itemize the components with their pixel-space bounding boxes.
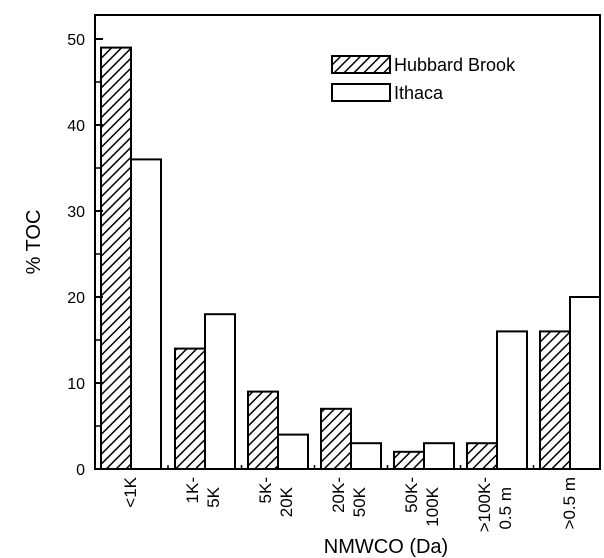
x-category-label: 20K- xyxy=(329,477,348,513)
bar-ithaca-5 xyxy=(496,330,528,470)
bar-ithaca-3 xyxy=(350,442,382,471)
bar-ithaca-6 xyxy=(569,296,601,470)
legend-swatch xyxy=(331,55,391,74)
y-tick-label: 40 xyxy=(67,118,85,135)
x-category-label: <1K xyxy=(121,476,140,507)
x-category-label: 50K xyxy=(350,486,369,517)
bar-hubbard-brook-1 xyxy=(174,347,206,471)
legend-swatch xyxy=(331,83,391,102)
x-axis: <1K 1K- 5K 5K- 20K 20K- 50K 50K- 100K >100K- 0.5 m… xyxy=(121,462,579,532)
y-tick-label: 50 xyxy=(67,32,85,49)
bar-ithaca-1 xyxy=(204,313,236,471)
bar-hubbard-brook-3 xyxy=(320,407,352,470)
legend-label: Ithaca xyxy=(394,83,444,103)
x-category-label: 1K- xyxy=(183,477,202,503)
bar-hubbard-brook-6 xyxy=(539,330,571,470)
x-category-label: 20K xyxy=(277,486,296,517)
y-tick-label: 20 xyxy=(67,290,85,307)
y-tick-label: 30 xyxy=(67,204,85,221)
x-category-label: 5K- xyxy=(256,477,275,503)
x-category-label: 5K xyxy=(204,486,223,507)
plot-frame xyxy=(94,14,601,470)
legend-label: Hubbard Brook xyxy=(394,55,516,75)
bar-ithaca-0 xyxy=(130,158,162,470)
bars-group xyxy=(100,46,601,471)
y-axis-title: % TOC xyxy=(23,210,45,275)
x-category-label: 50K- xyxy=(402,477,421,513)
bar-ithaca-2 xyxy=(277,433,309,471)
x-category-label: 0.5 m xyxy=(496,487,515,530)
x-axis-title: NMWCO (Da) xyxy=(324,536,448,558)
x-category-label: >100K- xyxy=(475,477,494,532)
y-axis: 0 10 20 30 40 50 xyxy=(67,32,103,479)
x-category-label: >0.5 m xyxy=(560,477,579,529)
bar-hubbard-brook-4 xyxy=(393,450,425,470)
legend: Hubbard Brook Ithaca xyxy=(331,55,516,103)
bar-ithaca-4 xyxy=(423,442,455,471)
bar-hubbard-brook-5 xyxy=(466,442,498,471)
bar-hubbard-brook-2 xyxy=(247,390,279,471)
bar-hubbard-brook-0 xyxy=(100,46,132,470)
y-tick-label: 10 xyxy=(67,376,85,393)
y-tick-label: 0 xyxy=(76,462,85,479)
x-category-label: 100K xyxy=(423,486,442,526)
